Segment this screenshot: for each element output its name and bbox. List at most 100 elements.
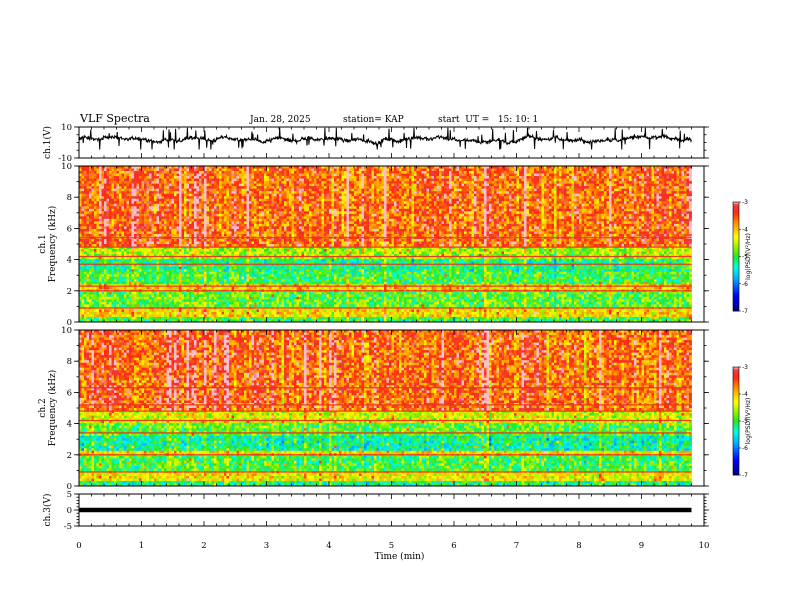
spectrogram-cell [97, 274, 100, 277]
spectrogram-cell [112, 219, 115, 222]
spectrogram-cell [104, 219, 107, 222]
spectrogram-cell [109, 297, 112, 300]
spectrogram-cell [119, 259, 122, 262]
spectrogram-cell [84, 279, 87, 282]
spectrogram-cell [84, 274, 87, 277]
spectrogram-cell [84, 224, 87, 227]
spectrogram-cell [87, 267, 90, 270]
spectrogram-cell [129, 184, 132, 187]
spectrogram-cell [89, 279, 92, 282]
spectrogram-cell [104, 304, 107, 307]
spectrogram-cell [114, 214, 117, 217]
spectrogram-cell [99, 226, 102, 229]
spectrogram-cell [114, 221, 117, 224]
spectrogram-cell [127, 287, 130, 290]
spectrogram-cell [127, 186, 130, 189]
spectrogram-cell [84, 229, 87, 232]
spectrogram-cell [109, 294, 112, 297]
spectrogram-cell [82, 234, 85, 237]
spectrogram-cell [124, 204, 127, 207]
spectrogram-cell [87, 302, 90, 305]
spectrogram-cell [114, 302, 117, 305]
spectrogram-cell [89, 317, 92, 320]
spectrogram-cell [109, 269, 112, 272]
spectrogram-cell [102, 201, 105, 204]
spectrogram-cell [114, 269, 117, 272]
spectrogram-cell [112, 294, 115, 297]
spectrogram-cell [117, 314, 120, 317]
spectrogram-cell [124, 214, 127, 217]
spectrogram-cell [84, 179, 87, 182]
spectrogram-cell [109, 241, 112, 244]
spectrogram-cell [84, 196, 87, 199]
spectrogram-cell [84, 297, 87, 300]
spectrogram-cell [84, 181, 87, 184]
spectrogram-cell [112, 179, 115, 182]
spectrogram-cell [82, 214, 85, 217]
spectrogram-cell [94, 176, 97, 179]
spectrogram-cell [124, 211, 127, 214]
spectrogram-cell [99, 249, 102, 252]
spectrogram-cell [122, 294, 125, 297]
spectrogram-cell [89, 299, 92, 302]
spectrogram-cell [82, 191, 85, 194]
spectrogram-cell [94, 312, 97, 315]
spectrogram-cell [94, 174, 97, 177]
spectrogram-cell [84, 174, 87, 177]
spectrogram-cell [102, 226, 105, 229]
spectrogram-cell [89, 302, 92, 305]
spectrogram-cell [117, 179, 120, 182]
spectrogram-cell [87, 292, 90, 295]
spectrogram-cell [102, 309, 105, 312]
spectrogram-cell [107, 221, 110, 224]
spectrogram-cell [104, 181, 107, 184]
spectrogram-cell [94, 302, 97, 305]
spectrogram-cell [119, 279, 122, 282]
spectrogram-cell [82, 317, 85, 320]
spectrogram-cell [122, 224, 125, 227]
spectrogram-cell [87, 184, 90, 187]
spectrogram-cell [117, 309, 120, 312]
spectrogram-cell [102, 294, 105, 297]
spectrogram-cell [124, 252, 127, 255]
ch1-spectrogram-panel: 0246810ch.1 Frequency (kHz) [38, 162, 709, 328]
spectrogram-cell [112, 226, 115, 229]
spectrogram-cell [124, 274, 127, 277]
spectrogram-cell [97, 267, 100, 270]
spectrogram-cell [117, 297, 120, 300]
spectrogram-cell [127, 249, 130, 252]
spectrogram-cell [119, 277, 122, 280]
spectrogram-cell [112, 181, 115, 184]
spectrogram-cell [122, 274, 125, 277]
spectrogram-cell [99, 171, 102, 174]
spectrogram-cell [97, 241, 100, 244]
spectrogram-cell [102, 194, 105, 197]
spectrogram-cell [92, 299, 95, 302]
spectrogram-cell [92, 302, 95, 305]
spectrogram-cell [119, 309, 122, 312]
spectrogram-cell [112, 241, 115, 244]
spectrogram-cell [124, 221, 127, 224]
spectrogram-cell [127, 279, 130, 282]
spectrogram-cell [92, 277, 95, 280]
spectrogram-cell [92, 292, 95, 295]
spectrogram-cell [124, 171, 127, 174]
spectrogram-cell [82, 304, 85, 307]
spectrogram-cell [107, 194, 110, 197]
spectrogram-cell [89, 252, 92, 255]
spectrogram-cell [127, 241, 130, 244]
spectrogram-cell [117, 299, 120, 302]
spectrogram-cell [129, 199, 132, 202]
spectrogram-cell [92, 231, 95, 234]
spectrogram-cell [102, 297, 105, 300]
spectrogram-cell [87, 239, 90, 242]
spectrogram-cell [84, 272, 87, 275]
spectrogram-cell [109, 174, 112, 177]
spectrogram-cell [99, 279, 102, 282]
spectrogram-cell [107, 214, 110, 217]
spectrogram-cell [94, 314, 97, 317]
spectrogram-cell [127, 221, 130, 224]
spectrogram-cell [89, 226, 92, 229]
spectrogram-cell [84, 312, 87, 315]
spectrogram-cell [109, 234, 112, 237]
